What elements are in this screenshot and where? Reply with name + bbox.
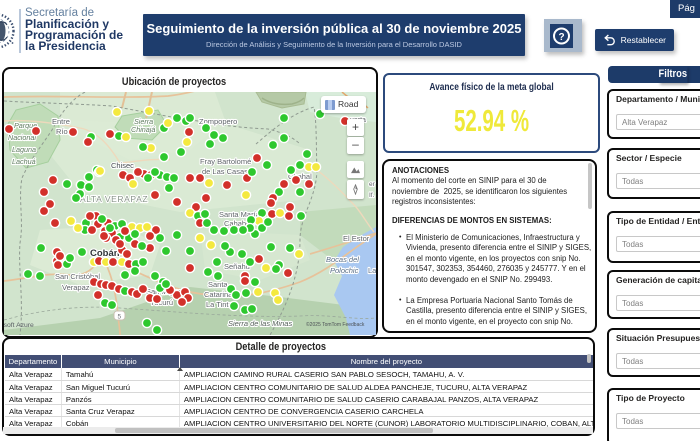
- svg-text:Zompopero: Zompopero: [199, 117, 237, 126]
- svg-text:Fray Bartolomé: Fray Bartolomé: [200, 157, 251, 166]
- svg-text:Santa María: Santa María: [219, 210, 261, 219]
- svg-text:Chisec: Chisec: [111, 161, 134, 170]
- svg-text:Verapaz: Verapaz: [62, 283, 90, 292]
- svg-text:If.: If.: [369, 192, 375, 199]
- svg-text:San Cristóbal: San Cristóbal: [55, 272, 100, 281]
- svg-text:Ríos: Ríos: [56, 127, 72, 136]
- svg-text:La: La: [368, 266, 376, 275]
- svg-text:Cahabón: Cahabón: [224, 219, 254, 228]
- svg-text:Lachuá: Lachuá: [12, 157, 36, 166]
- svg-text:Sierra: Sierra: [134, 117, 153, 126]
- svg-text:Polochic: Polochic: [330, 266, 359, 275]
- svg-text:Catarina: Catarina: [204, 290, 233, 299]
- svg-text:Sierra de las Minas: Sierra de las Minas: [228, 319, 292, 328]
- svg-text:Microsoft Azure: Microsoft Azure: [4, 322, 34, 329]
- svg-text:Parque: Parque: [14, 121, 37, 130]
- svg-text:ALTA VERAPAZ: ALTA VERAPAZ: [80, 194, 148, 204]
- svg-text:5: 5: [118, 314, 122, 321]
- svg-text:©2025 TomTom Feedback: ©2025 TomTom Feedback: [306, 321, 365, 328]
- svg-text:er: er: [369, 181, 376, 188]
- svg-text:La Tinta: La Tinta: [206, 300, 234, 309]
- svg-text:Chinajá: Chinajá: [131, 125, 155, 134]
- svg-text:Entre: Entre: [52, 117, 70, 126]
- svg-text:Chahal: Chahal: [288, 172, 312, 181]
- svg-text:Nacional: Nacional: [8, 133, 36, 142]
- svg-text:Tucurú: Tucurú: [150, 298, 173, 307]
- svg-text:de Las Casas: de Las Casas: [202, 167, 248, 176]
- svg-text:?: ?: [558, 32, 564, 43]
- svg-text:Señahú: Señahú: [224, 262, 250, 271]
- svg-text:Laguna: Laguna: [12, 145, 36, 154]
- svg-text:Bocas del: Bocas del: [326, 255, 359, 264]
- svg-text:El Estor: El Estor: [343, 234, 370, 243]
- svg-text:Santa: Santa: [208, 280, 228, 289]
